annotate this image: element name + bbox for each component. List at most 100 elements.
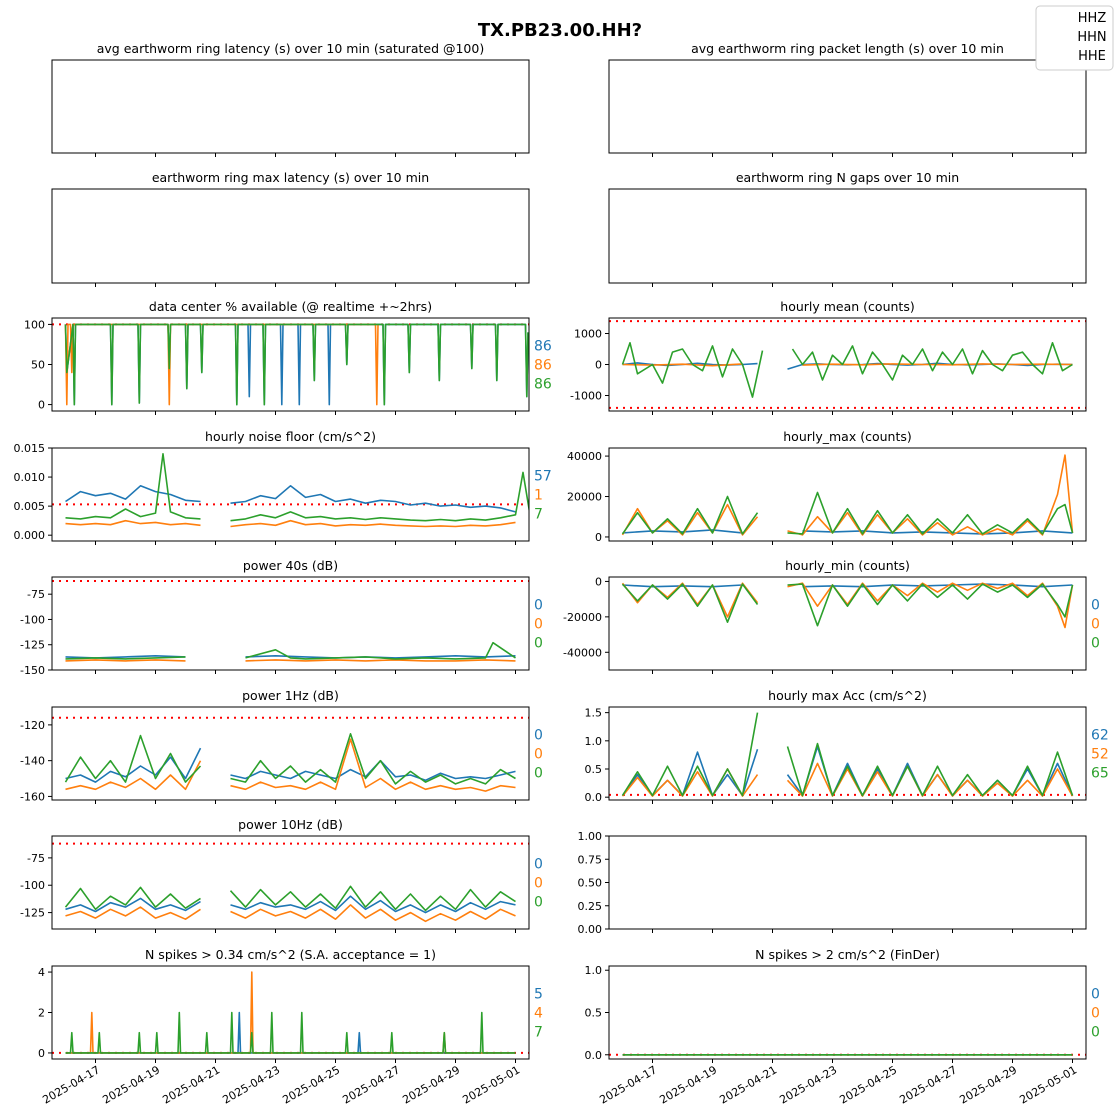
stat-label-hhe: 0 (534, 895, 543, 911)
y-tick-label: 1000 (574, 328, 602, 341)
series-line-hhe (64, 323, 529, 406)
series-line-hhe (65, 1011, 516, 1054)
series-line-hhn (65, 519, 516, 528)
y-tick-label: 20000 (567, 491, 602, 504)
stat-label-hhe: 0 (534, 636, 543, 652)
panel-title: hourly mean (counts) (780, 299, 914, 314)
panel-latency_max: earthworm ring max latency (s) over 10 m… (51, 170, 530, 287)
x-tick-label: 2025-04-17 (40, 1063, 102, 1106)
panels: avg earthworm ring latency (s) over 10 m… (14, 41, 1109, 1107)
series-line-hhz (65, 895, 516, 914)
x-tick-label: 2025-04-17 (597, 1063, 659, 1106)
y-tick-label: -150 (20, 664, 45, 677)
panel-hourly_max: hourly_max (counts) 0 20000 40000 (567, 429, 1087, 545)
panel-title: hourly_max (counts) (783, 429, 912, 444)
y-tick-label: -75 (27, 588, 45, 601)
y-tick-label: 0.0 (585, 1049, 603, 1062)
panel-title: N spikes > 0.34 cm/s^2 (S.A. acceptance … (145, 947, 436, 962)
x-tick-label: 2025-04-25 (280, 1063, 342, 1106)
panel-power_40s: power 40s (dB) -150 -125 -100 -75 0 0 0 (20, 558, 543, 677)
plot-area (52, 842, 529, 923)
series-line-hhn (621, 454, 1074, 536)
stat-label-hhn: 0 (1091, 1006, 1100, 1022)
stat-label-hhn: 0 (534, 876, 543, 892)
plot-area (52, 580, 529, 662)
y-tick-label: -1000 (570, 390, 602, 403)
series-line-hhe (621, 491, 1074, 535)
y-tick-label: -20000 (563, 611, 602, 624)
y-tick-label: 0.50 (578, 877, 603, 890)
axes-frame (608, 706, 1087, 801)
y-tick-label: 1.0 (585, 964, 603, 977)
series-line-hhe (64, 733, 516, 785)
series-line-hhz (622, 529, 1073, 535)
axes-frame (608, 59, 1087, 154)
y-tick-label: 0 (595, 575, 602, 588)
panel-title: earthworm ring N gaps over 10 min (736, 170, 959, 185)
y-tick-label: -100 (20, 613, 45, 626)
panel-title: power 40s (dB) (243, 558, 338, 573)
series-line-hhe (64, 885, 516, 912)
legend-box (1035, 5, 1114, 71)
axes-frame (608, 447, 1087, 542)
axes-frame (608, 188, 1087, 284)
panel-title: hourly noise floor (cm/s^2) (205, 429, 376, 444)
y-tick-label: 1.0 (585, 735, 603, 748)
stat-label-hhn: 1 (534, 488, 543, 504)
plot-area (52, 971, 529, 1054)
y-tick-label: 0 (38, 1047, 45, 1060)
series-line-hhz (65, 747, 516, 783)
stat-label-hhz: 0 (1091, 598, 1100, 614)
stat-label-hhn: 0 (1091, 617, 1100, 633)
series-line-hhz (622, 583, 1073, 588)
y-tick-label: -125 (20, 639, 45, 652)
y-tick-label: -100 (20, 879, 45, 892)
stat-label-hhe: 0 (1091, 636, 1100, 652)
y-tick-label: 1.00 (578, 830, 603, 843)
stat-label-hhz: 62 (1091, 728, 1109, 744)
y-tick-label: -160 (20, 790, 45, 803)
stat-label-hhz: 86 (534, 339, 552, 355)
plot-area (609, 320, 1086, 409)
plot-area (621, 582, 1074, 629)
y-tick-label: -40000 (563, 646, 602, 659)
stat-label-hhn: 0 (534, 617, 543, 633)
axes-frame (51, 965, 530, 1060)
panel-availability: data center % available (@ realtime +~2h… (24, 299, 552, 415)
y-tick-label: 2 (38, 1007, 45, 1020)
x-tick-label: 2025-04-29 (400, 1063, 462, 1106)
legend: HHZ HHN HHE (1035, 5, 1114, 71)
stat-label-hhz: 0 (534, 857, 543, 873)
panel-power_1hz: power 1Hz (dB) -160 -140 -120 0 0 0 (20, 688, 543, 804)
panel-title: power 10Hz (dB) (238, 817, 343, 832)
axes-frame (608, 965, 1087, 1060)
x-tick-label: 2025-04-21 (160, 1063, 222, 1106)
axes-frame (608, 576, 1087, 671)
y-tick-label: 4 (38, 966, 45, 979)
panel-title: avg earthworm ring latency (s) over 10 m… (97, 41, 484, 56)
series-line-hhe (621, 583, 1074, 627)
stat-label-hhe: 7 (534, 507, 543, 523)
series-line-hhe (65, 453, 529, 522)
y-tick-label: -140 (20, 755, 45, 768)
x-tick-label: 2025-04-19 (100, 1063, 162, 1106)
panel-title: power 1Hz (dB) (242, 688, 339, 703)
series-line-hhe (621, 342, 1073, 398)
series-line-hhe (621, 712, 1074, 797)
y-tick-label: 0.75 (578, 853, 603, 866)
panel-spikes_2: N spikes > 2 cm/s^2 (FinDer) 0.0 0.5 1.0 202… (585, 947, 1100, 1107)
stat-label-hhn: 0 (534, 747, 543, 763)
panel-hourly_mean: hourly mean (counts) -1000 0 1000 (570, 299, 1087, 415)
panel-n_gaps: earthworm ring N gaps over 10 min (608, 170, 1087, 287)
axes-frame (51, 59, 530, 154)
stat-label-hhz: 57 (534, 469, 552, 485)
panel-title: hourly_min (counts) (785, 558, 910, 573)
y-tick-label: 40000 (567, 450, 602, 463)
panel-title: hourly max Acc (cm/s^2) (768, 688, 927, 703)
panel-title: avg earthworm ring packet length (s) ove… (691, 41, 1004, 56)
y-tick-label: 0.25 (578, 900, 603, 913)
x-tick-label: 2025-05-01 (460, 1063, 522, 1106)
axes-frame (608, 835, 1087, 930)
panel-title: N spikes > 2 cm/s^2 (FinDer) (755, 947, 940, 962)
axes-frame (51, 576, 530, 671)
